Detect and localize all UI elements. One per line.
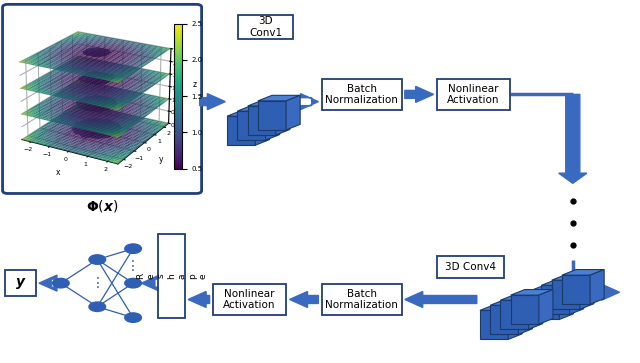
Circle shape <box>125 313 141 322</box>
Text: 3D Conv4: 3D Conv4 <box>445 262 496 272</box>
Text: $\mathbf{\Phi}(\boldsymbol{x})$: $\mathbf{\Phi}(\boldsymbol{x})$ <box>86 198 118 214</box>
Polygon shape <box>529 295 543 329</box>
Y-axis label: y: y <box>159 155 163 164</box>
Circle shape <box>52 278 69 288</box>
X-axis label: x: x <box>56 168 61 176</box>
Polygon shape <box>286 95 300 130</box>
Text: ⋮: ⋮ <box>90 276 104 290</box>
Polygon shape <box>39 275 57 291</box>
Polygon shape <box>511 295 539 324</box>
FancyBboxPatch shape <box>212 284 287 315</box>
Polygon shape <box>500 295 543 300</box>
Polygon shape <box>227 111 269 116</box>
FancyBboxPatch shape <box>321 79 402 110</box>
FancyBboxPatch shape <box>321 284 402 315</box>
Polygon shape <box>258 95 300 101</box>
Polygon shape <box>562 275 590 304</box>
Polygon shape <box>541 280 584 285</box>
Polygon shape <box>508 305 522 339</box>
Circle shape <box>89 302 106 311</box>
Polygon shape <box>570 280 584 314</box>
Polygon shape <box>539 290 553 324</box>
Polygon shape <box>301 94 319 110</box>
Polygon shape <box>552 275 594 280</box>
Polygon shape <box>552 280 580 309</box>
Polygon shape <box>590 270 604 304</box>
Circle shape <box>125 244 141 253</box>
Polygon shape <box>227 116 255 145</box>
FancyBboxPatch shape <box>3 4 202 193</box>
Polygon shape <box>559 285 573 319</box>
Polygon shape <box>276 101 290 135</box>
FancyBboxPatch shape <box>437 256 504 278</box>
Polygon shape <box>490 300 532 305</box>
Polygon shape <box>559 94 587 183</box>
Polygon shape <box>580 275 594 309</box>
FancyBboxPatch shape <box>5 270 36 296</box>
Polygon shape <box>480 310 508 339</box>
Polygon shape <box>200 94 225 110</box>
Circle shape <box>125 278 141 288</box>
Polygon shape <box>562 270 604 275</box>
Polygon shape <box>188 291 210 307</box>
Circle shape <box>89 255 106 264</box>
Text: ⋮: ⋮ <box>126 259 140 273</box>
Polygon shape <box>531 285 573 290</box>
Text: $\boldsymbol{y}$: $\boldsymbol{y}$ <box>15 276 26 291</box>
Polygon shape <box>266 106 280 140</box>
Polygon shape <box>518 300 532 334</box>
Polygon shape <box>404 291 477 307</box>
Polygon shape <box>258 101 286 130</box>
FancyBboxPatch shape <box>158 234 185 318</box>
Text: Batch
Normalization: Batch Normalization <box>325 289 398 310</box>
Text: Nonlinear
Activation: Nonlinear Activation <box>447 83 500 105</box>
Polygon shape <box>255 111 269 145</box>
Polygon shape <box>511 290 553 295</box>
Text: Nonlinear
Activation: Nonlinear Activation <box>223 289 276 310</box>
Text: Batch
Normalization: Batch Normalization <box>325 83 398 105</box>
FancyBboxPatch shape <box>51 83 138 113</box>
FancyBboxPatch shape <box>239 15 293 39</box>
Polygon shape <box>237 111 266 140</box>
Polygon shape <box>290 291 319 307</box>
Text: 3D
Conv1: 3D Conv1 <box>249 16 282 38</box>
FancyBboxPatch shape <box>437 79 511 110</box>
Polygon shape <box>541 285 570 314</box>
Polygon shape <box>531 290 559 319</box>
Text: R
e
s
h
a
p
e: R e s h a p e <box>136 273 207 279</box>
Polygon shape <box>248 106 276 135</box>
Polygon shape <box>490 305 518 334</box>
Polygon shape <box>141 275 159 291</box>
Text: Fully
Connected: Fully Connected <box>67 87 123 109</box>
Polygon shape <box>573 284 620 300</box>
Polygon shape <box>237 106 280 111</box>
Polygon shape <box>500 300 529 329</box>
Polygon shape <box>248 101 290 106</box>
Polygon shape <box>404 86 434 102</box>
Polygon shape <box>480 305 522 310</box>
